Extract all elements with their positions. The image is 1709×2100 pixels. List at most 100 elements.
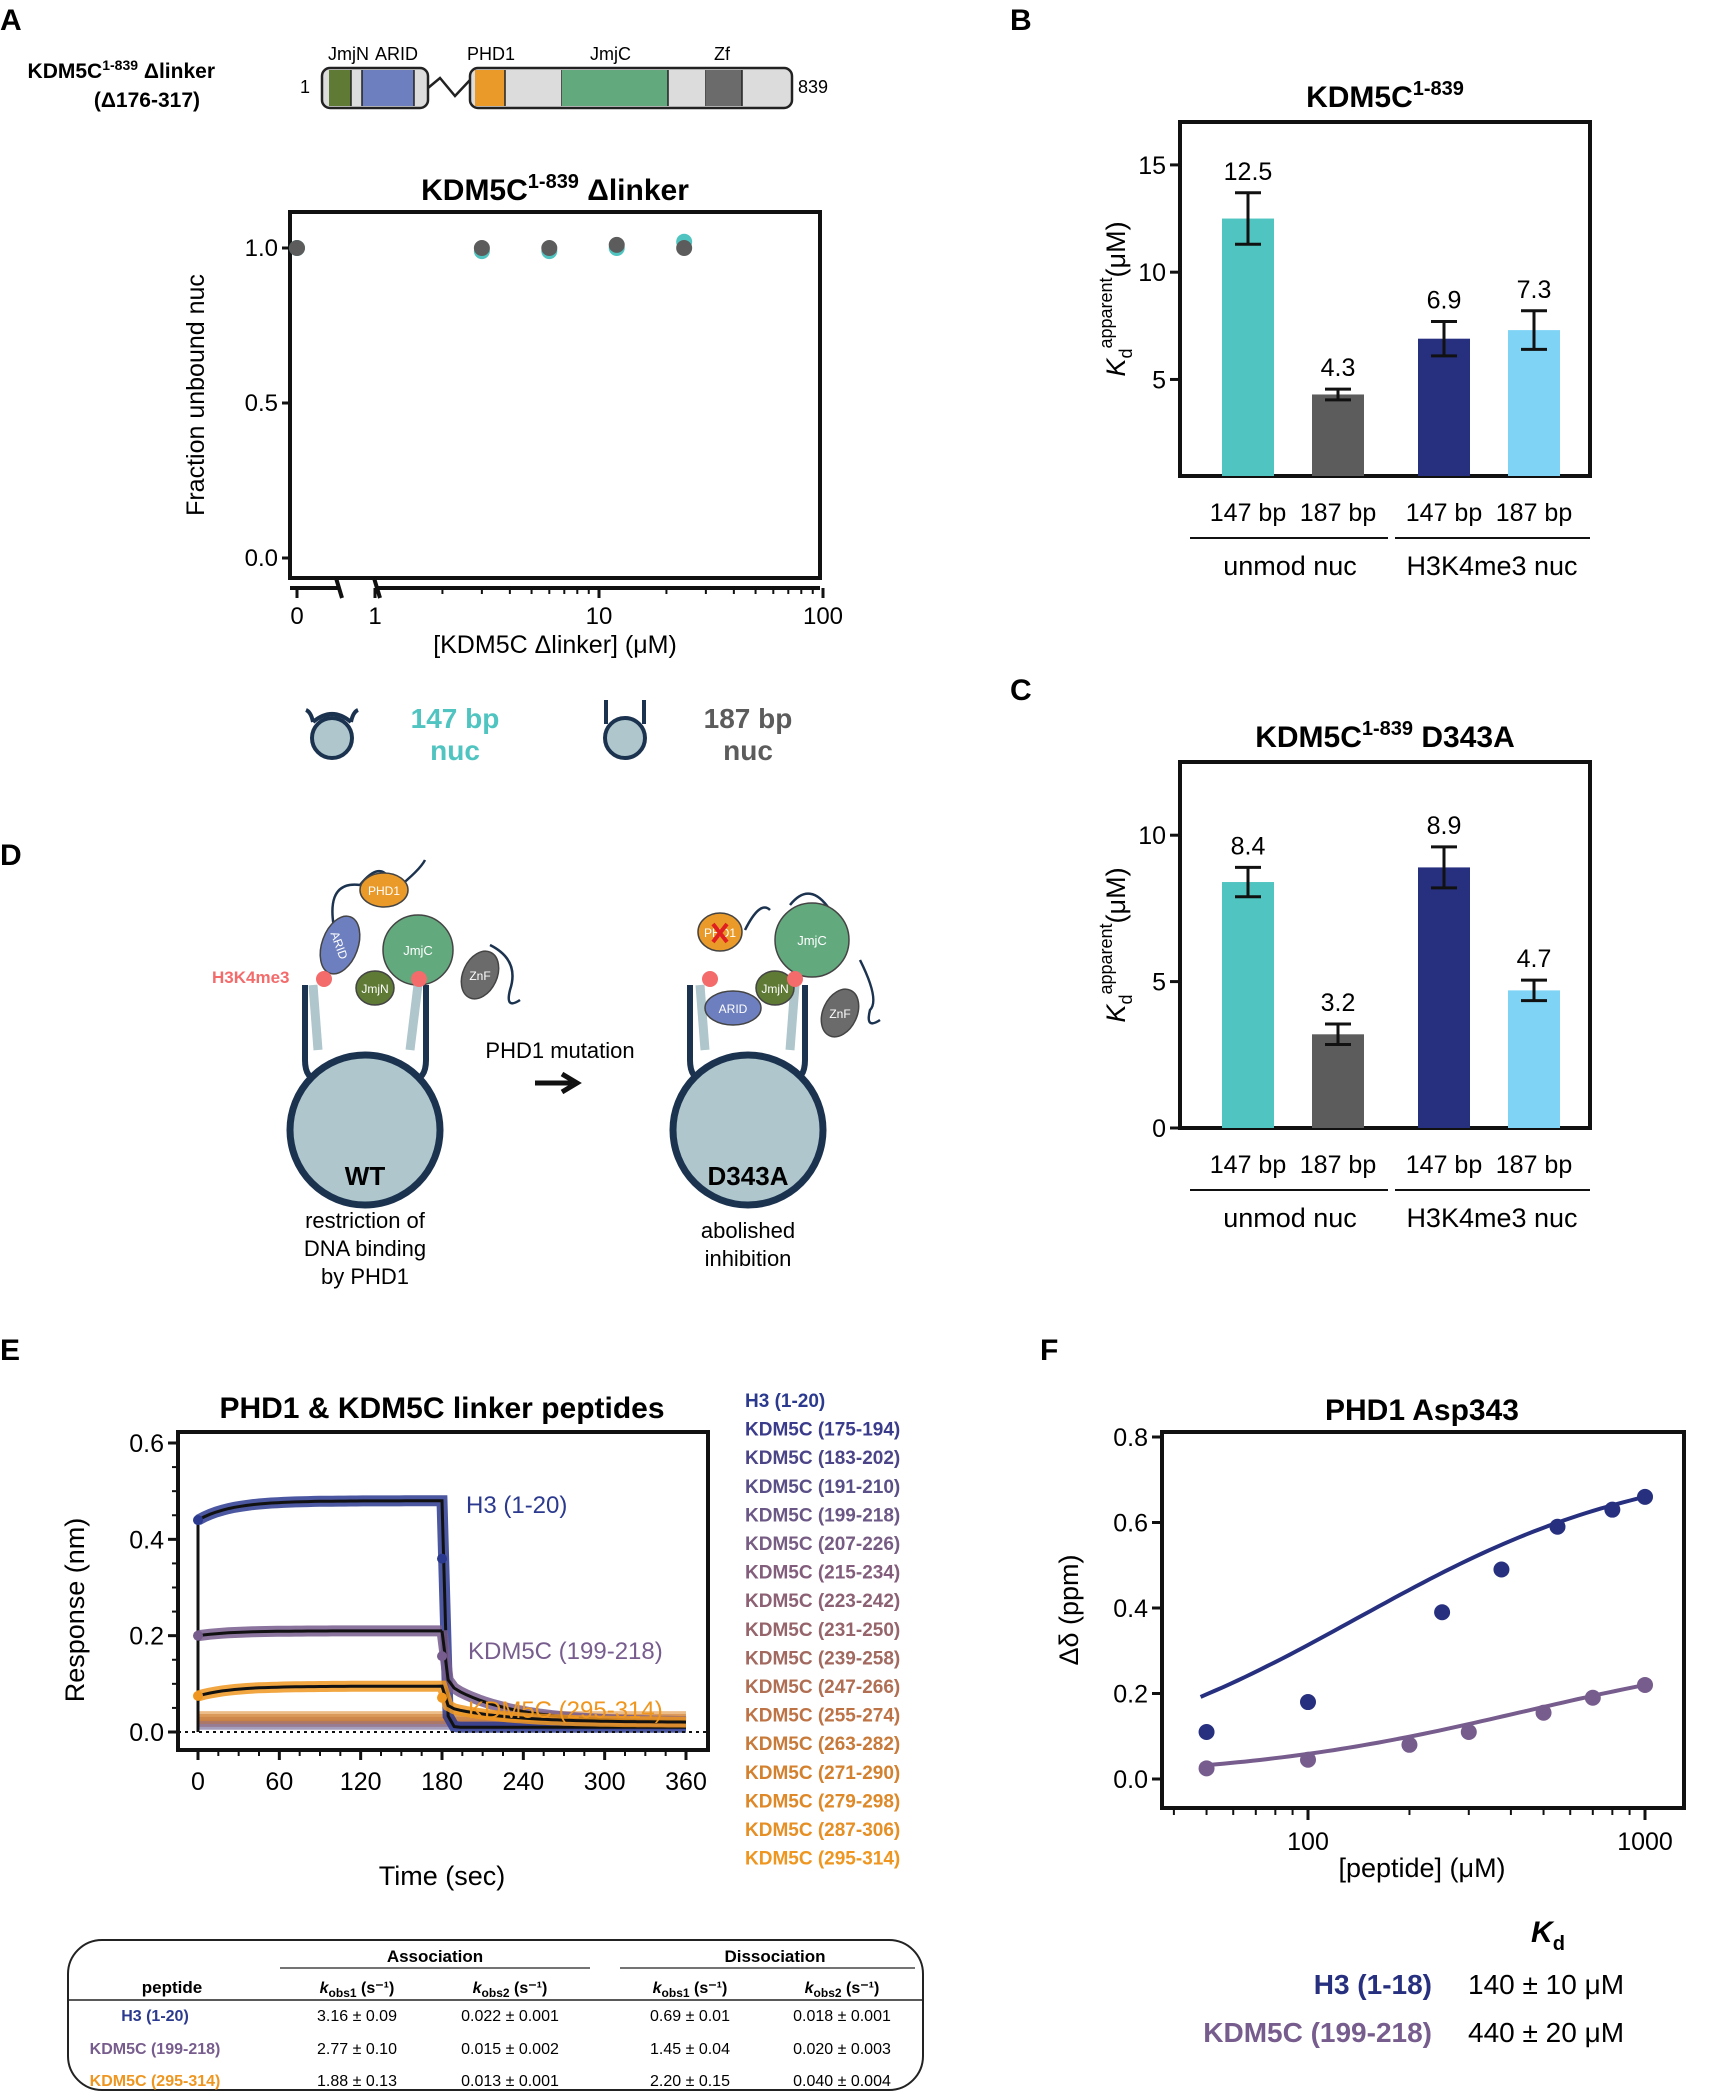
table-cell: 0.018 ± 0.001 xyxy=(793,2008,891,2025)
data-point xyxy=(1535,1704,1552,1721)
construct-start: 1 xyxy=(300,77,310,97)
mut-title: D343A xyxy=(708,1161,789,1191)
x-tick-label: 1 xyxy=(368,603,381,630)
wt-arid xyxy=(319,915,361,975)
y-tick-label: 10 xyxy=(1138,259,1166,287)
construct-diagram: KDM5C1-839 Δlinker (Δ176-317) 1 839 JmjN… xyxy=(28,44,829,112)
group-label: H3K4me3 nuc xyxy=(1406,1203,1577,1233)
nuc-187-icon xyxy=(603,716,647,760)
wt-nucleosome: PHD1 ARID JmjN JmjC ZnF xyxy=(286,859,521,1209)
data-point xyxy=(1300,1694,1316,1711)
chart-title-b: KDM5C1-839 xyxy=(1306,78,1464,114)
bar xyxy=(1312,1034,1364,1128)
wt-jmjn xyxy=(355,970,395,1006)
wt-jmjn-text: JmjN xyxy=(361,982,388,996)
nuc-187-label: 187 bp xyxy=(704,703,793,734)
chart-title-f: PHD1 Asp343 xyxy=(1325,1394,1519,1427)
arid-label: ARID xyxy=(375,44,418,64)
mut-jmjn-text: JmjN xyxy=(761,982,788,996)
data-label: 4.3 xyxy=(1321,354,1356,382)
bar xyxy=(1222,882,1274,1128)
x-tick-label: 180 xyxy=(421,1768,463,1796)
x-tick-label: 100 xyxy=(803,603,843,630)
data-point xyxy=(1300,1751,1316,1768)
y-tick-label: 0.0 xyxy=(1113,1766,1148,1794)
nuc-187-label2: nuc xyxy=(723,735,773,766)
wt-jmjc-text: JmjC xyxy=(403,943,433,958)
data-point xyxy=(1198,1760,1215,1777)
series-label: KDM5C (199-218) xyxy=(468,1638,663,1665)
y-tick-label: 0 xyxy=(1152,1115,1166,1143)
data-point xyxy=(1549,1518,1566,1535)
x-tick-label: 0 xyxy=(290,603,303,630)
plot-frame-f xyxy=(1160,1430,1686,1810)
kd-row-label: KDM5C (199-218) xyxy=(1203,2017,1432,2048)
zf-domain xyxy=(706,70,742,106)
y-tick-label: 0.4 xyxy=(1113,1595,1148,1623)
panel-label-d: D xyxy=(0,839,22,872)
wt-phd1 xyxy=(359,872,409,908)
legend-item: KDM5C (295-314) xyxy=(745,1849,900,1870)
h3k4me3-label: H3K4me3 xyxy=(212,968,290,987)
y-tick-label: 0.2 xyxy=(1113,1681,1148,1709)
legend-item: KDM5C (287-306) xyxy=(745,1820,900,1841)
wt-desc-3: by PHD1 xyxy=(321,1264,409,1289)
series-label: KDM5C (295-314) xyxy=(468,1697,663,1724)
kd-row-value: 440 ± 20 μM xyxy=(1468,2017,1624,2048)
panel-label-a: A xyxy=(0,4,22,37)
y-tick-label: 1.0 xyxy=(245,235,278,262)
y-axis-title-c: Kdapparent(μM) xyxy=(1096,867,1136,1022)
y-tick-label: 0.0 xyxy=(129,1719,164,1747)
construct-range: (Δ176-317) xyxy=(94,89,200,112)
wt-desc-1: restriction of xyxy=(305,1208,426,1233)
data-label: 8.9 xyxy=(1427,812,1462,840)
table-cell: 1.45 ± 0.04 xyxy=(650,2041,730,2058)
x-tick-label: 300 xyxy=(584,1768,626,1796)
data-point xyxy=(1460,1723,1477,1740)
category-label: 187 bp xyxy=(1496,1151,1572,1179)
panel-label-e: E xyxy=(0,1334,20,1367)
group-label: unmod nuc xyxy=(1223,551,1357,581)
y-tick-label: 0.6 xyxy=(1113,1510,1148,1538)
wt-desc-2: DNA binding xyxy=(304,1236,426,1261)
table-cell: 2.20 ± 0.15 xyxy=(650,2073,730,2090)
legend-item: KDM5C (279-298) xyxy=(745,1791,900,1812)
axis-break xyxy=(372,577,382,599)
bar xyxy=(1418,867,1470,1128)
data-point xyxy=(1434,1604,1451,1621)
nuc-147-icon xyxy=(310,716,354,760)
y-tick-label: 0.8 xyxy=(1113,1424,1148,1452)
table-cell: 3.16 ± 0.09 xyxy=(317,2008,397,2025)
assoc-header: Association xyxy=(387,1947,483,1966)
data-point xyxy=(1637,1676,1653,1693)
data-point xyxy=(608,236,625,253)
x-tick-label: 10 xyxy=(586,603,613,630)
category-label: 147 bp xyxy=(1210,499,1286,527)
wt-znf-text: ZnF xyxy=(469,969,490,983)
y-tick-label: 15 xyxy=(1138,152,1166,180)
axis-break xyxy=(334,577,344,599)
mut-znf xyxy=(820,988,860,1038)
panel-label-f: F xyxy=(1040,1334,1058,1367)
data-point xyxy=(1401,1736,1418,1753)
schematic-d: H3K4me3 PHD1 ARID JmjN JmjC ZnF xyxy=(212,859,881,1289)
table-peptide: KDM5C (199-218) xyxy=(90,2041,221,2058)
y-axis-title-b: Kdapparent(μM) xyxy=(1096,221,1136,376)
bar xyxy=(1312,394,1364,476)
mut-desc-1: abolished xyxy=(701,1218,795,1243)
y-tick-label: 0.5 xyxy=(245,390,278,417)
table-cell: 2.77 ± 0.10 xyxy=(317,2041,397,2058)
mut-arid-text: ARID xyxy=(719,1002,748,1016)
data-point xyxy=(541,240,558,256)
bar xyxy=(1222,218,1274,476)
bar xyxy=(1508,990,1560,1128)
k-header-2: kobs2 (s⁻¹) xyxy=(473,1980,548,2000)
chart-title-c: KDM5C1-839 D343A xyxy=(1255,718,1515,754)
fit-curve xyxy=(1200,1683,1646,1768)
y-tick-label: 10 xyxy=(1138,822,1166,850)
nuc-147-label2: nuc xyxy=(430,735,480,766)
y-tick-label: 0.4 xyxy=(129,1526,164,1554)
table-cell: 0.020 ± 0.003 xyxy=(793,2041,891,2058)
data-point xyxy=(1584,1689,1601,1706)
